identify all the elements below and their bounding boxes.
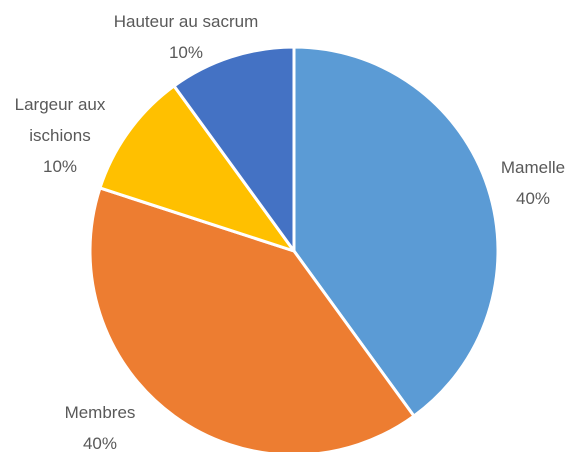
data-label: Hauteur au sacrum 10% xyxy=(114,6,259,68)
value-label: 10% xyxy=(168,43,204,62)
value-label: 40% xyxy=(515,189,551,208)
pie-slice xyxy=(292,45,500,418)
pie-slice xyxy=(98,84,296,253)
category-label: Membres xyxy=(64,403,136,422)
data-label: Mamelle 40% xyxy=(501,152,565,214)
category-label: Largeur aux ischions xyxy=(14,95,106,145)
pie-slice xyxy=(172,45,296,253)
value-label: 40% xyxy=(82,434,118,452)
value-label: 10% xyxy=(42,157,78,176)
data-label: Membres 40% xyxy=(65,397,136,452)
data-label: Largeur aux ischions 10% xyxy=(5,89,115,182)
category-label: Mamelle xyxy=(500,158,566,177)
pie-slice xyxy=(88,186,416,452)
category-label: Hauteur au sacrum xyxy=(113,12,259,31)
